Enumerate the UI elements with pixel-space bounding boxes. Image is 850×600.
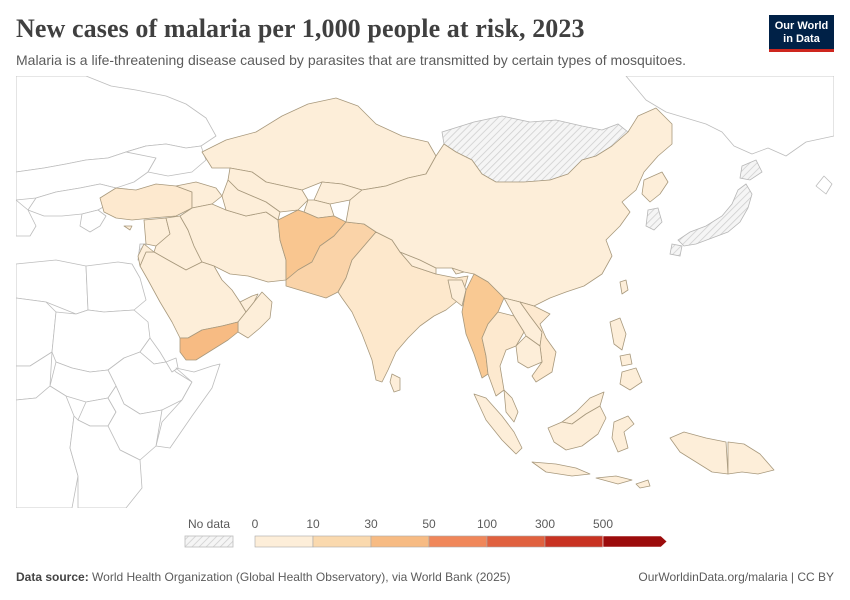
country-north-korea[interactable] [641,171,669,203]
country-china[interactable] [345,107,673,307]
footer-source: Data source: World Health Organization (… [16,570,510,584]
country-sri-lanka[interactable] [389,373,401,393]
chart-title: New cases of malaria per 1,000 people at… [16,14,585,43]
country-tanzania[interactable] [69,415,143,508]
color-legend: No data 0 10 30 50 100 300 500 [184,517,668,548]
legend-bin-2[interactable] [370,535,430,548]
legend-tick-label: 100 [477,517,497,531]
country-philippines-outline [815,175,833,195]
legend-bin-1[interactable] [312,535,372,548]
country-uae[interactable] [239,293,259,313]
country-cyprus[interactable] [123,225,133,231]
country-indonesia-sumatra[interactable] [473,393,523,455]
legend-ticks: 0 10 30 50 100 300 500 [252,517,614,531]
country-turkey[interactable] [99,183,193,221]
country-indonesia-java[interactable] [531,461,591,477]
country-malaysia-peninsula[interactable] [503,389,519,423]
country-yemen[interactable] [179,321,239,361]
owid-logo[interactable]: Our World in Data [769,15,834,52]
country-png[interactable] [727,441,775,475]
country-timor[interactable] [635,479,651,489]
legend-tick-label: 10 [306,517,320,531]
legend-tick-label: 50 [422,517,436,531]
country-bangladesh[interactable] [447,279,467,307]
country-south-korea[interactable] [645,207,663,231]
legend-tick-label: 30 [364,517,378,531]
country-indonesia-sulawesi[interactable] [611,415,635,453]
country-indonesia-islands[interactable] [595,475,633,485]
country-vietnam[interactable] [519,301,557,383]
country-turkmenistan[interactable] [221,179,281,221]
country-japan-honshu[interactable] [677,183,753,247]
legend-tick-label: 500 [593,517,613,531]
outline-countries [16,76,834,508]
country-kenya[interactable] [107,385,163,461]
legend-no-data-swatch[interactable] [184,535,234,548]
country-drc[interactable] [16,385,79,508]
chart-subtitle: Malaria is a life-threatening disease ca… [16,52,687,68]
data-countries [99,97,775,489]
footer-source-label: Data source: [16,570,89,584]
country-cambodia[interactable] [515,335,543,369]
legend-bin-5[interactable] [544,535,604,548]
legend-bin-3[interactable] [428,535,488,548]
country-japan-hokkaido[interactable] [739,159,763,181]
country-indonesia-papua[interactable] [669,431,729,475]
legend-bin-4[interactable] [486,535,546,548]
legend-bin-0[interactable] [254,535,314,548]
country-greece[interactable] [79,209,107,233]
country-philippines-mindanao[interactable] [619,367,643,391]
country-egypt[interactable] [85,261,147,313]
logo-line-2: in Data [783,33,820,45]
country-ukraine[interactable] [125,143,207,177]
legend-bins [254,535,668,548]
footer-source-text: World Health Organization (Global Health… [92,570,511,584]
country-philippines-visayas[interactable] [619,353,633,367]
logo-line-1: Our World [774,20,829,32]
country-jordan[interactable] [137,243,155,267]
country-italy[interactable] [16,199,37,237]
legend-bin-6[interactable] [602,535,668,548]
country-japan-kyushu[interactable] [669,243,683,257]
footer-url[interactable]: OurWorldinData.org/malaria | CC BY [638,570,834,584]
country-somalia[interactable] [155,363,221,449]
country-philippines-luzon[interactable] [609,317,627,351]
legend-tick-label: 0 [252,517,259,531]
legend-no-data-label: No data [188,517,230,531]
country-djibouti[interactable] [165,357,179,373]
no-data-countries [137,115,763,263]
country-russia-east[interactable] [625,76,834,157]
country-taiwan[interactable] [619,279,629,295]
country-georgia-armenia-az[interactable] [175,181,223,209]
country-indonesia-borneo[interactable] [547,405,607,451]
malaria-map[interactable] [16,76,834,508]
legend-tick-label: 300 [535,517,555,531]
